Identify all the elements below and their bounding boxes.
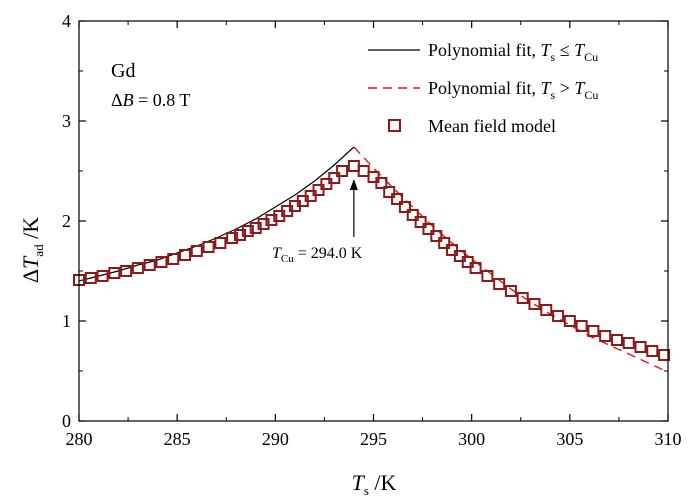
y-tick-label: 2 bbox=[62, 211, 71, 231]
mean-field-point bbox=[438, 237, 451, 249]
mean-field-point bbox=[414, 216, 427, 228]
mean-field-point bbox=[516, 292, 529, 304]
x-tick-label: 310 bbox=[655, 429, 682, 449]
curie-arrow-head bbox=[349, 179, 358, 190]
mean-field-point bbox=[422, 223, 435, 235]
mean-field-point bbox=[190, 245, 203, 257]
plot-markers bbox=[73, 160, 671, 361]
mean-field-point bbox=[383, 186, 396, 198]
poly-fit-above-line bbox=[353, 146, 669, 373]
x-tick-label: 285 bbox=[164, 429, 191, 449]
mean-field-point bbox=[167, 253, 180, 265]
mean-field-point bbox=[563, 315, 576, 327]
x-tick-label: 295 bbox=[360, 429, 387, 449]
field-label: ΔB = 0.8 T bbox=[111, 90, 190, 110]
curie-label: TCu = 294.0 K bbox=[272, 245, 363, 265]
y-tick-label: 0 bbox=[62, 411, 71, 431]
mean-field-point bbox=[155, 256, 168, 268]
mean-field-point bbox=[241, 225, 254, 237]
mean-field-point bbox=[406, 209, 419, 221]
mean-field-point bbox=[391, 193, 404, 205]
y-tick-label: 1 bbox=[62, 311, 71, 331]
y-tick-label: 3 bbox=[62, 111, 71, 131]
legend-swatch-mean-field bbox=[388, 119, 401, 132]
mean-field-point bbox=[430, 230, 443, 242]
mean-field-point bbox=[143, 259, 156, 271]
x-tick-label: 300 bbox=[458, 429, 485, 449]
mean-field-point bbox=[622, 337, 635, 349]
mean-field-point bbox=[552, 310, 565, 322]
y-axis-label: ΔTad /K bbox=[18, 217, 46, 283]
mean-field-point bbox=[131, 262, 144, 274]
mean-field-point bbox=[120, 265, 133, 277]
x-tick-label: 290 bbox=[262, 429, 289, 449]
mean-field-point bbox=[481, 270, 494, 282]
mean-field-point bbox=[96, 270, 109, 282]
y-tick-label: 4 bbox=[62, 11, 71, 31]
mean-field-point bbox=[179, 249, 192, 261]
mean-field-point bbox=[610, 334, 623, 346]
mean-field-point bbox=[469, 262, 482, 274]
mean-field-point bbox=[214, 237, 227, 249]
mean-field-point bbox=[504, 285, 517, 297]
mean-field-point bbox=[357, 165, 370, 177]
mean-field-point bbox=[658, 349, 671, 361]
legend: Polynomial fit, Ts ≤ TCu Polynomial fit,… bbox=[368, 40, 598, 136]
legend-label-mean-field: Mean field model bbox=[428, 116, 556, 136]
mean-field-point bbox=[398, 201, 411, 213]
axis-ticks bbox=[78, 20, 669, 422]
curie-annotation: TCu = 294.0 K bbox=[272, 179, 363, 265]
mean-field-point bbox=[108, 267, 121, 279]
legend-label-poly-above: Polynomial fit, Ts > TCu bbox=[428, 78, 598, 102]
mean-field-point bbox=[336, 165, 349, 177]
material-label: Gd bbox=[111, 60, 135, 82]
mean-field-point bbox=[575, 320, 588, 332]
x-tick-label: 280 bbox=[66, 429, 93, 449]
mean-field-point bbox=[493, 278, 506, 290]
mean-field-point bbox=[375, 177, 388, 189]
x-axis-label: Ts /K bbox=[352, 470, 397, 498]
mean-field-point bbox=[587, 325, 600, 337]
tick-labels: 280 285 290 295 300 305 310 0 1 2 3 4 bbox=[62, 11, 682, 449]
mean-field-point bbox=[540, 304, 553, 316]
mean-field-point bbox=[634, 341, 647, 353]
mean-field-point bbox=[599, 330, 612, 342]
x-tick-label: 305 bbox=[556, 429, 583, 449]
mean-field-point bbox=[528, 298, 541, 310]
mean-field-point bbox=[226, 232, 239, 244]
mean-field-point bbox=[646, 345, 659, 357]
mean-field-point bbox=[202, 241, 215, 253]
mean-field-point bbox=[347, 160, 360, 172]
legend-label-poly-below: Polynomial fit, Ts ≤ TCu bbox=[428, 40, 598, 64]
mean-field-point bbox=[328, 172, 341, 184]
mean-field-point bbox=[84, 272, 97, 284]
